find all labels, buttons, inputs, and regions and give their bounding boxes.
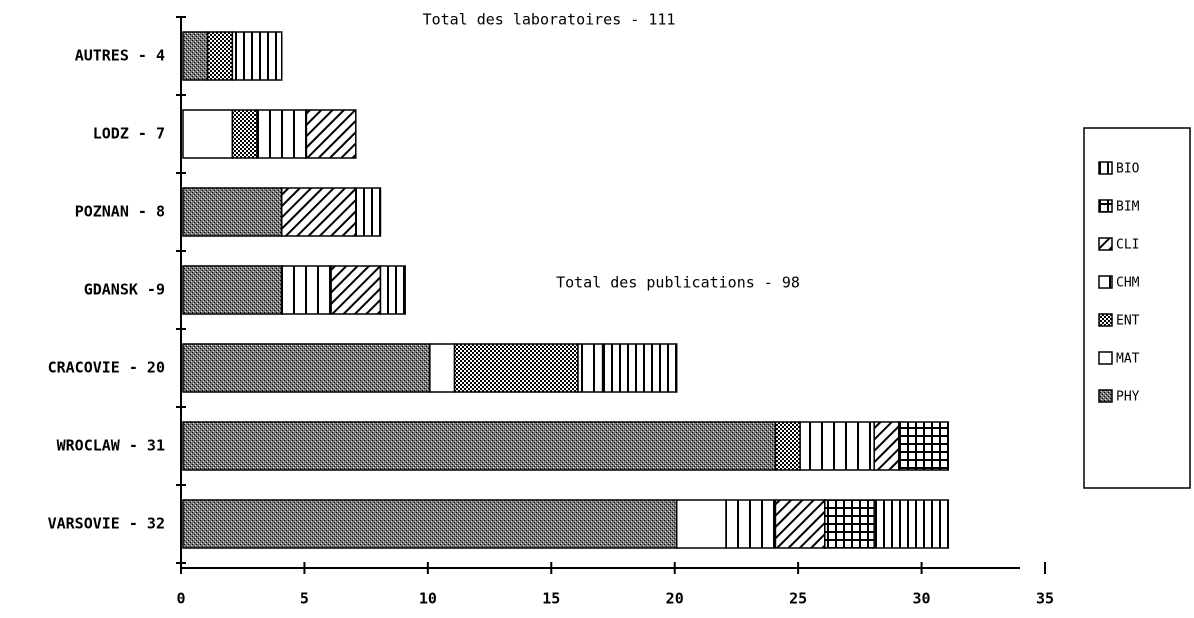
annotation: Total des publications - 98 bbox=[556, 274, 800, 292]
y-tick-label: WROCLAW - 31 bbox=[57, 437, 165, 455]
y-tick-label: AUTRES - 4 bbox=[75, 47, 165, 65]
x-tick-label: 25 bbox=[789, 590, 807, 608]
x-tick-label: 10 bbox=[419, 590, 437, 608]
bar-segment bbox=[774, 421, 801, 471]
bar-segment bbox=[453, 343, 579, 393]
y-tick-label: GDANSK -9 bbox=[84, 281, 165, 299]
y-tick-label: POZNAN - 8 bbox=[75, 203, 165, 221]
x-tick-label: 35 bbox=[1036, 590, 1054, 608]
bar-segment bbox=[774, 499, 826, 549]
bar-segment bbox=[355, 187, 382, 237]
bar-segment bbox=[231, 109, 258, 159]
bar-segment bbox=[280, 187, 357, 237]
bar-segment bbox=[182, 265, 283, 315]
bar-segment bbox=[182, 109, 234, 159]
legend-swatch bbox=[1098, 275, 1113, 289]
legend-label: PHY bbox=[1116, 390, 1140, 405]
bar-segment bbox=[577, 343, 604, 393]
legend-label: BIO bbox=[1116, 162, 1140, 177]
x-tick-label: 5 bbox=[300, 590, 309, 608]
bar-segment bbox=[898, 421, 950, 471]
x-tick-label: 20 bbox=[666, 590, 684, 608]
legend-swatch bbox=[1098, 351, 1113, 365]
legend-label: CLI bbox=[1116, 238, 1139, 253]
legend-label: ENT bbox=[1116, 314, 1140, 329]
legend-box bbox=[1083, 127, 1191, 489]
bar-segment bbox=[330, 265, 382, 315]
bar-segment bbox=[379, 265, 406, 315]
bar-segment bbox=[824, 499, 875, 549]
legend-swatch bbox=[1098, 237, 1113, 251]
legend-label: MAT bbox=[1116, 352, 1140, 367]
bar-segment bbox=[182, 499, 678, 549]
bar-segment bbox=[182, 31, 209, 81]
bar-segment bbox=[429, 343, 456, 393]
legend-label: BIM bbox=[1116, 200, 1140, 215]
x-tick-label: 30 bbox=[913, 590, 931, 608]
bar-segment bbox=[182, 421, 777, 471]
bar-segment bbox=[675, 499, 727, 549]
legend-label: CHM bbox=[1116, 276, 1140, 291]
bar-segment bbox=[206, 31, 234, 81]
x-tick-label: 0 bbox=[176, 590, 185, 608]
bar-segment bbox=[256, 109, 308, 159]
bar-segment bbox=[873, 499, 950, 549]
legend-swatch bbox=[1098, 199, 1113, 213]
annotation: Total des laboratoires - 111 bbox=[423, 11, 676, 29]
y-tick-label: CRACOVIE - 20 bbox=[48, 359, 165, 377]
bar-segment bbox=[305, 109, 357, 159]
bar-segment bbox=[873, 421, 900, 471]
bar-segment bbox=[799, 421, 875, 471]
bar-segment bbox=[182, 343, 431, 393]
bar-segment bbox=[601, 343, 678, 393]
legend-swatch bbox=[1098, 313, 1113, 327]
bar-segment bbox=[725, 499, 777, 549]
bar-segment bbox=[231, 31, 283, 81]
y-tick-label: VARSOVIE - 32 bbox=[48, 515, 165, 533]
legend-swatch bbox=[1098, 389, 1113, 403]
bar-segment bbox=[280, 265, 332, 315]
x-tick-label: 15 bbox=[542, 590, 560, 608]
y-tick-label: LODZ - 7 bbox=[93, 125, 165, 143]
bar-segment bbox=[182, 187, 283, 237]
legend-swatch bbox=[1098, 161, 1113, 175]
